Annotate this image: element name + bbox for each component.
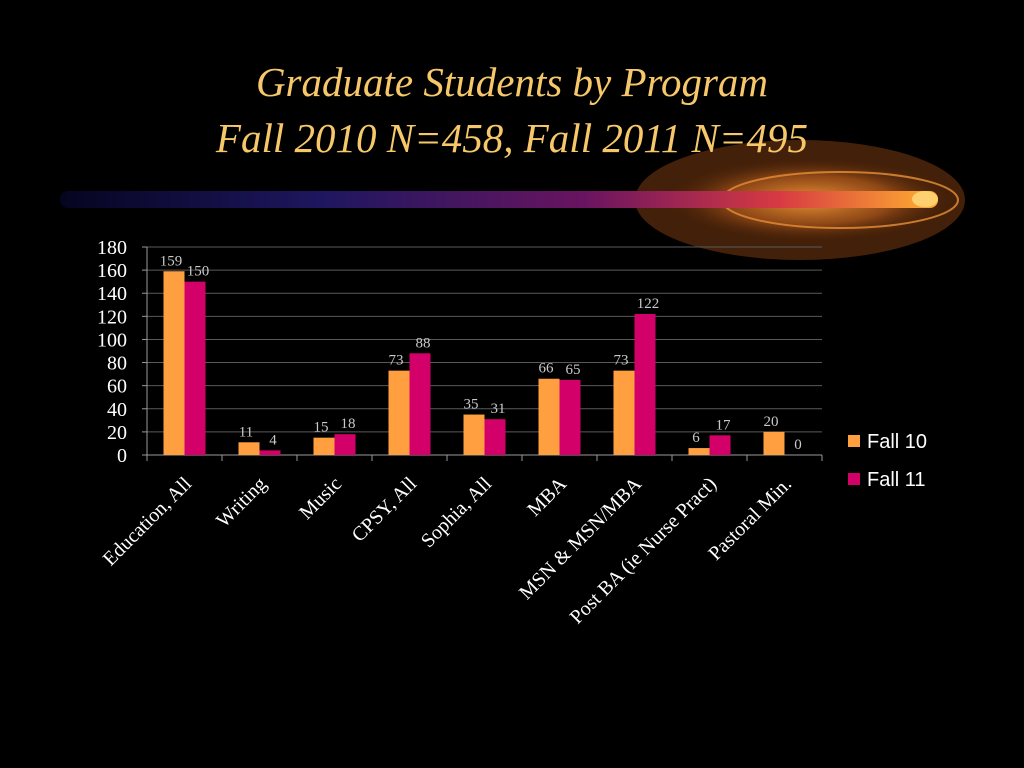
chart-subtitle: Fall 2010 N=458, Fall 2011 N=495 [215, 115, 809, 161]
data-label: 6 [692, 430, 700, 446]
bar-fall11 [484, 419, 506, 455]
bar-fall11 [184, 281, 206, 455]
y-tick-label: 140 [97, 283, 127, 305]
bar-fall11 [409, 353, 431, 455]
bar-fall11 [259, 450, 281, 455]
y-tick-label: 160 [97, 260, 127, 282]
y-tick-label: 20 [107, 422, 127, 444]
data-label: 35 [464, 397, 479, 413]
category-label: MBA [523, 473, 571, 521]
y-tick-label: 120 [97, 306, 127, 328]
data-label: 11 [239, 424, 253, 440]
data-label: 15 [314, 420, 329, 436]
legend-label: Fall 10 [867, 431, 927, 453]
data-label: 66 [539, 361, 555, 377]
bar-fall10 [463, 414, 485, 455]
category-label: MSN & MSN/MBA [515, 473, 646, 604]
bar-fall10 [613, 370, 635, 455]
data-label: 4 [269, 432, 277, 448]
category-label: CPSY, All [348, 473, 422, 547]
bar-fall10 [763, 431, 785, 455]
grid-lines [147, 246, 822, 433]
data-label: 65 [566, 362, 581, 378]
category-label: Writing [212, 473, 271, 532]
legend: Fall 10 Fall 11 [848, 431, 927, 491]
bars [163, 271, 785, 455]
data-label: 17 [716, 417, 732, 433]
data-label: 31 [491, 401, 506, 417]
data-label: 73 [614, 353, 629, 369]
bar-fall10 [538, 378, 560, 455]
bar-fall10 [313, 437, 335, 455]
y-tick-label: 80 [107, 353, 127, 375]
y-tick-label: 100 [97, 329, 127, 351]
bar-fall10 [238, 442, 260, 455]
chart-title: Graduate Students by Program [255, 59, 769, 105]
data-label: 150 [187, 264, 210, 280]
y-tick-label: 60 [107, 376, 127, 398]
category-label: Post BA (ie Nurse Pract) [566, 473, 721, 628]
legend-label: Fall 11 [867, 469, 926, 491]
data-label: 20 [764, 414, 779, 430]
data-label: 73 [389, 353, 404, 369]
bar-fall11 [634, 314, 656, 455]
bar-fall11 [559, 379, 581, 455]
category-label: Sophia, All [417, 473, 497, 553]
y-tick-label: 40 [107, 399, 127, 421]
bar-fall11 [334, 434, 356, 455]
data-label: 159 [160, 253, 183, 269]
bar-fall10 [388, 370, 410, 455]
decorative-comet [60, 140, 965, 260]
y-tick-label: 0 [117, 445, 127, 467]
data-label: 18 [341, 416, 356, 432]
y-tick-label: 180 [97, 237, 127, 259]
bar-fall10 [163, 271, 185, 455]
category-label: Education, All [99, 473, 197, 571]
data-label: 122 [637, 296, 660, 312]
data-label: 0 [794, 437, 802, 453]
category-label: Music [295, 473, 346, 524]
legend-swatch [848, 435, 860, 447]
legend-swatch [848, 473, 860, 485]
bar-fall11 [709, 435, 731, 455]
bar-fall10 [688, 448, 710, 455]
data-label: 88 [416, 335, 431, 351]
